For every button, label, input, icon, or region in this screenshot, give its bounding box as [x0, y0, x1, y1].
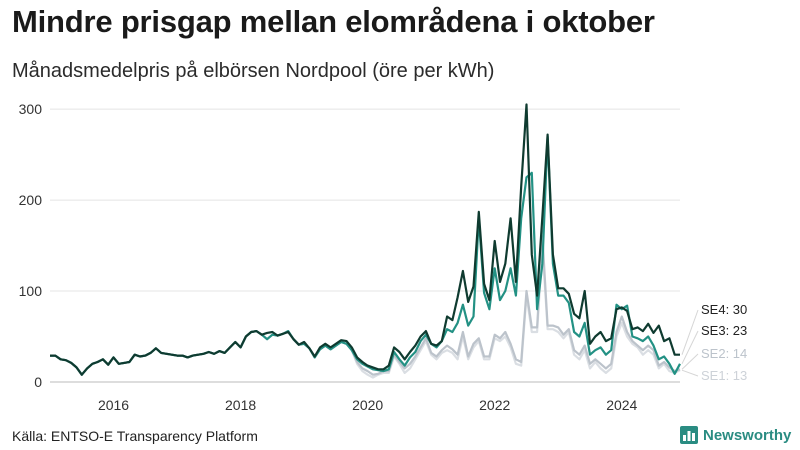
- y-tick-label: 0: [34, 374, 42, 390]
- x-axis: 2016 2018 2020 2022 2024: [98, 397, 638, 413]
- end-label-se4: SE4: 30: [701, 302, 747, 317]
- series-line-se3: [50, 135, 681, 376]
- x-tick-label: 2024: [606, 397, 637, 413]
- x-tick-label: 2020: [352, 397, 383, 413]
- end-label-se3: SE3: 23: [701, 323, 747, 338]
- leader-line-se1: [681, 369, 699, 377]
- leader-line-se3: [681, 330, 699, 365]
- y-tick-label: 300: [19, 101, 43, 117]
- end-labels: SE4: 30 SE3: 23 SE2: 14 SE1: 13: [681, 302, 747, 383]
- end-label-se1: SE1: 13: [701, 368, 747, 383]
- source-note: Källa: ENTSO-E Transparency Platform: [12, 428, 258, 444]
- end-label-se2: SE2: 14: [701, 346, 747, 361]
- chart-subtitle: Månadsmedelpris på elbörsen Nordpool (ör…: [12, 60, 495, 82]
- grid-lines: [50, 108, 680, 383]
- y-tick-label: 100: [19, 283, 43, 299]
- x-tick-label: 2016: [98, 397, 129, 413]
- bar-chart-icon: [680, 426, 698, 444]
- brand-name: Newsworthy: [703, 426, 792, 444]
- x-tick-label: 2022: [479, 397, 510, 413]
- y-axis: 0 100 200 300: [19, 101, 43, 390]
- leader-line-se4: [681, 309, 699, 355]
- leader-line-se2: [681, 353, 699, 370]
- x-tick-label: 2018: [225, 397, 256, 413]
- y-tick-label: 200: [19, 192, 43, 208]
- series-line-se1: [50, 244, 681, 379]
- brand-logo: Newsworthy: [680, 426, 791, 444]
- series-lines: [50, 103, 681, 379]
- chart-title: Mindre prisgap mellan elområdena i oktob…: [12, 4, 655, 39]
- series-line-se4: [50, 103, 680, 376]
